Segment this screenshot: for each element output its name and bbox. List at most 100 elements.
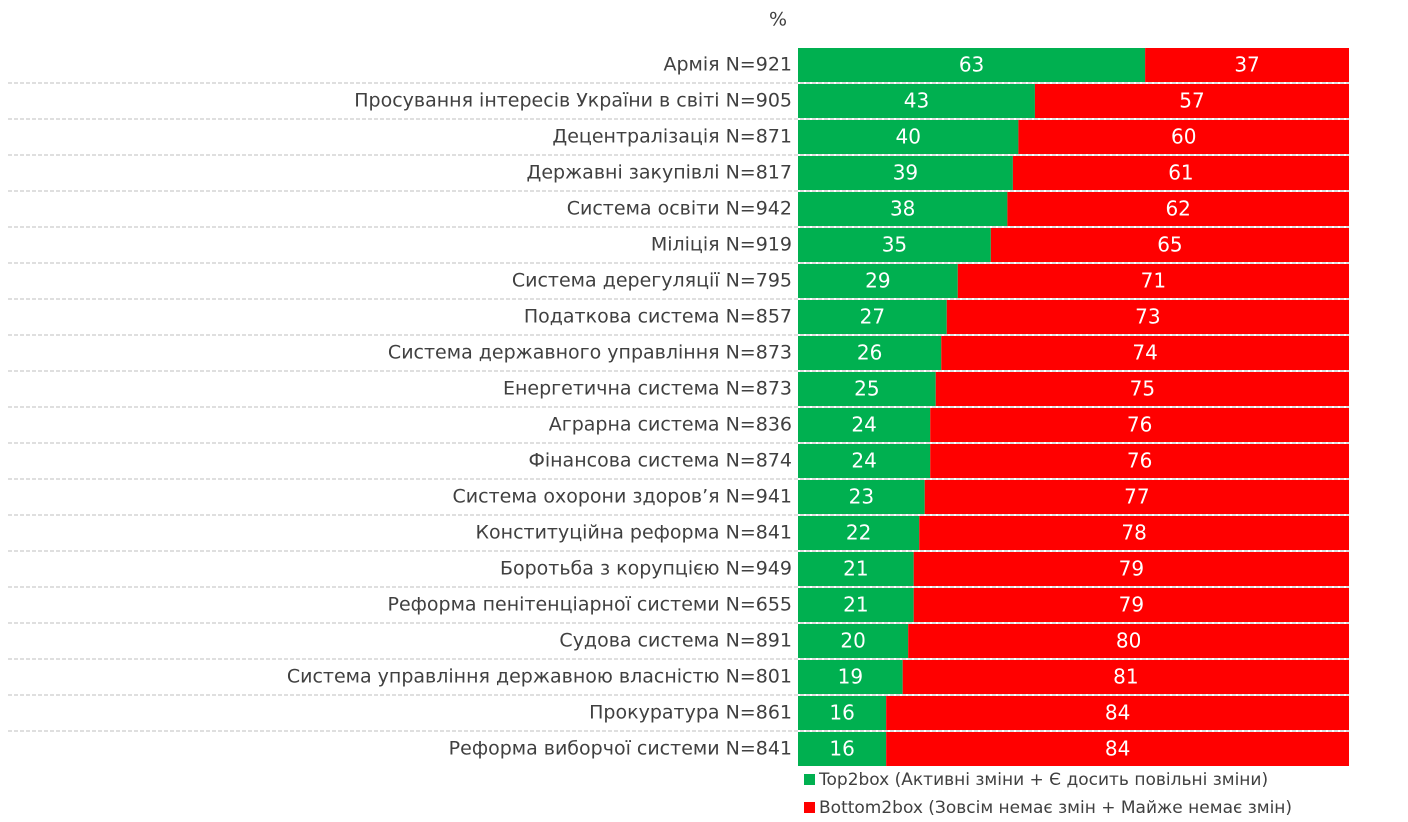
legend-label: Bottom2box (Зовсім немає змін + Майже не…	[819, 798, 1292, 818]
value-label: 24	[851, 449, 876, 473]
bar-segment	[930, 444, 1349, 478]
value-label: 37	[1234, 53, 1259, 77]
value-label: 80	[1116, 629, 1141, 653]
bar-segment	[798, 228, 991, 262]
category-label: Міліція N=919	[651, 234, 792, 256]
bar-segment	[798, 120, 1019, 154]
bar-segment	[957, 264, 1349, 298]
category-label: Система охорони здоров’я N=941	[453, 486, 792, 508]
bar-segment	[798, 660, 903, 694]
bar-segment	[798, 696, 887, 730]
value-label: 16	[829, 701, 854, 725]
bar-segment	[913, 552, 1349, 586]
bar-segment	[1145, 48, 1349, 82]
value-label: 27	[860, 305, 885, 329]
value-label: 81	[1113, 665, 1138, 689]
category-label: Державні закупівлі N=817	[526, 162, 792, 184]
bar-segment	[935, 372, 1349, 406]
category-label: Судова система N=891	[559, 630, 792, 652]
category-label: Система дерегуляції N=795	[512, 270, 792, 292]
value-label: 16	[829, 737, 854, 761]
category-label: Аграрна система N=836	[549, 414, 792, 436]
value-label: 57	[1179, 89, 1204, 113]
value-label: 29	[865, 269, 890, 293]
bar-segment	[913, 588, 1349, 622]
value-label: 25	[854, 377, 879, 401]
bar-segment	[798, 408, 931, 442]
value-label: 74	[1132, 341, 1157, 365]
bar-segment	[902, 660, 1349, 694]
value-label: 84	[1105, 737, 1130, 761]
value-label: 77	[1124, 485, 1149, 509]
bar-segment	[990, 228, 1349, 262]
bar-segment	[946, 300, 1349, 334]
value-label: 60	[1171, 125, 1196, 149]
bar-segment	[798, 444, 931, 478]
bar-segment	[1034, 84, 1349, 118]
bar-segment	[798, 336, 942, 370]
value-label: 79	[1119, 593, 1144, 617]
bar-segment	[886, 696, 1349, 730]
value-label: 20	[840, 629, 865, 653]
category-label: Реформа пенітенціарної системи N=655	[388, 594, 792, 616]
category-label: Децентралізація N=871	[552, 126, 792, 148]
category-label: Просування інтересів України в світі N=9…	[354, 90, 792, 112]
category-label: Реформа виборчої системи N=841	[449, 738, 792, 760]
bar-segment	[798, 552, 914, 586]
value-label: 79	[1119, 557, 1144, 581]
value-label: 39	[893, 161, 918, 185]
bar-segment	[798, 588, 914, 622]
bar-segment	[798, 624, 909, 658]
value-label: 75	[1130, 377, 1155, 401]
value-label: 22	[846, 521, 871, 545]
category-label: Енергетична система N=873	[503, 378, 792, 400]
bar-segment	[798, 84, 1035, 118]
value-label: 19	[838, 665, 863, 689]
bar-segment	[798, 48, 1146, 82]
category-label: Прокуратура N=861	[589, 702, 792, 724]
bar-segment	[798, 300, 947, 334]
value-label: 43	[904, 89, 929, 113]
value-label: 38	[890, 197, 915, 221]
value-label: 21	[843, 593, 868, 617]
bar-segment	[908, 624, 1349, 658]
value-label: 35	[882, 233, 907, 257]
category-label: Система державного управління N=873	[388, 342, 792, 364]
category-label: Армія N=921	[663, 54, 792, 76]
value-label: 78	[1121, 521, 1146, 545]
bar-segment	[1012, 156, 1349, 190]
value-label: 65	[1157, 233, 1182, 257]
value-label: 63	[959, 53, 984, 77]
value-label: 76	[1127, 413, 1152, 437]
legend-label: Top2box (Активні зміни + Є досить повіль…	[818, 770, 1268, 790]
value-label: 21	[843, 557, 868, 581]
bar-segment	[798, 372, 936, 406]
value-label: 26	[857, 341, 882, 365]
chart-title: %	[769, 9, 787, 31]
category-label: Фінансова система N=874	[529, 450, 793, 472]
bar-segment	[919, 516, 1349, 550]
category-label: Податкова система N=857	[524, 306, 792, 328]
bar-segment	[798, 156, 1013, 190]
category-label: Боротьба з корупцією N=949	[500, 558, 792, 580]
legend-swatch	[804, 774, 815, 785]
bar-segment	[798, 516, 920, 550]
value-label: 61	[1168, 161, 1193, 185]
bar-segment	[798, 264, 958, 298]
bar-segment	[924, 480, 1349, 514]
value-label: 76	[1127, 449, 1152, 473]
bar-segment	[930, 408, 1349, 442]
bar-segment	[798, 480, 925, 514]
bar-segment	[886, 732, 1349, 766]
bar-segment	[1007, 192, 1349, 226]
value-label: 40	[895, 125, 920, 149]
value-label: 62	[1165, 197, 1190, 221]
value-label: 71	[1141, 269, 1166, 293]
bar-segment	[798, 732, 887, 766]
legend-swatch	[804, 802, 815, 813]
value-label: 24	[851, 413, 876, 437]
value-label: 73	[1135, 305, 1160, 329]
category-label: Конституційна реформа N=841	[476, 522, 792, 544]
bar-segment	[941, 336, 1349, 370]
